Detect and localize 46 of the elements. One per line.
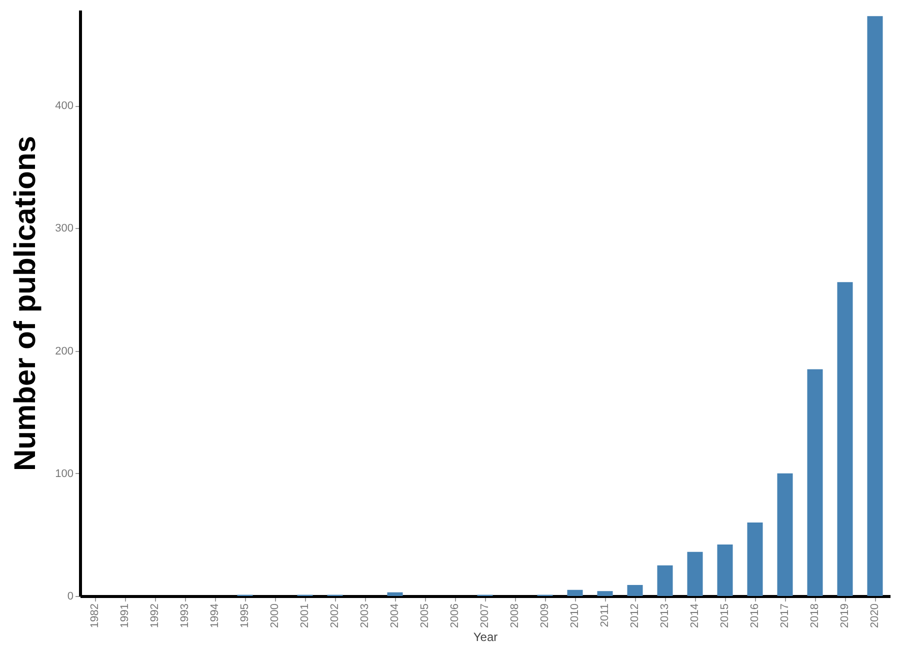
x-tick-label: 1993 bbox=[179, 604, 191, 628]
y-axis-title: Number of publications bbox=[9, 136, 42, 472]
x-tick-label: 2010 bbox=[569, 604, 581, 628]
x-tick-label: 2011 bbox=[599, 604, 611, 628]
x-tick-label: 2004 bbox=[389, 604, 401, 628]
bar bbox=[807, 369, 823, 596]
x-tick-label: 1991 bbox=[119, 604, 131, 628]
bar bbox=[567, 590, 583, 596]
y-tick-label: 100 bbox=[55, 468, 74, 480]
x-tick-label: 2020 bbox=[869, 604, 881, 628]
bar bbox=[687, 552, 703, 596]
x-tick-label: 2000 bbox=[269, 604, 281, 628]
y-tick-label: 400 bbox=[55, 100, 74, 112]
bar bbox=[627, 584, 643, 596]
x-tick-label: 1992 bbox=[149, 604, 161, 628]
bar bbox=[717, 544, 733, 596]
x-tick-label: 1982 bbox=[89, 604, 101, 628]
x-tick-label: 2001 bbox=[299, 604, 311, 628]
bar bbox=[657, 565, 673, 596]
x-tick-label: 2006 bbox=[449, 604, 461, 628]
x-tick-label: 2002 bbox=[329, 604, 341, 628]
x-tick-label: 2014 bbox=[689, 604, 701, 628]
x-tick-label: 2013 bbox=[659, 604, 671, 628]
x-axis-title: Year bbox=[473, 630, 498, 644]
x-tick-label: 2015 bbox=[719, 604, 731, 628]
x-tick-label: 2008 bbox=[509, 604, 521, 628]
x-tick-label: 2009 bbox=[539, 604, 551, 628]
y-tick-label: 300 bbox=[55, 222, 74, 235]
x-tick-label: 2005 bbox=[419, 604, 431, 628]
bar bbox=[867, 16, 883, 596]
bar bbox=[597, 591, 613, 596]
x-tick-label: 2007 bbox=[479, 604, 491, 628]
x-tick-label: 2016 bbox=[749, 604, 761, 628]
y-tick-label: 200 bbox=[55, 345, 74, 358]
x-tick-label: 2003 bbox=[359, 604, 371, 628]
x-tick-label: 2019 bbox=[839, 604, 851, 628]
x-tick-label: 2012 bbox=[629, 604, 641, 628]
x-tick-label: 2018 bbox=[809, 604, 821, 628]
x-tick-label: 1994 bbox=[209, 604, 221, 628]
x-tick-label: 2017 bbox=[779, 604, 791, 628]
bar bbox=[387, 592, 403, 596]
bar bbox=[777, 473, 793, 596]
bar bbox=[837, 282, 853, 596]
bar bbox=[747, 522, 763, 596]
y-tick-label: 0 bbox=[67, 590, 74, 602]
x-tick-label: 1995 bbox=[239, 604, 251, 628]
